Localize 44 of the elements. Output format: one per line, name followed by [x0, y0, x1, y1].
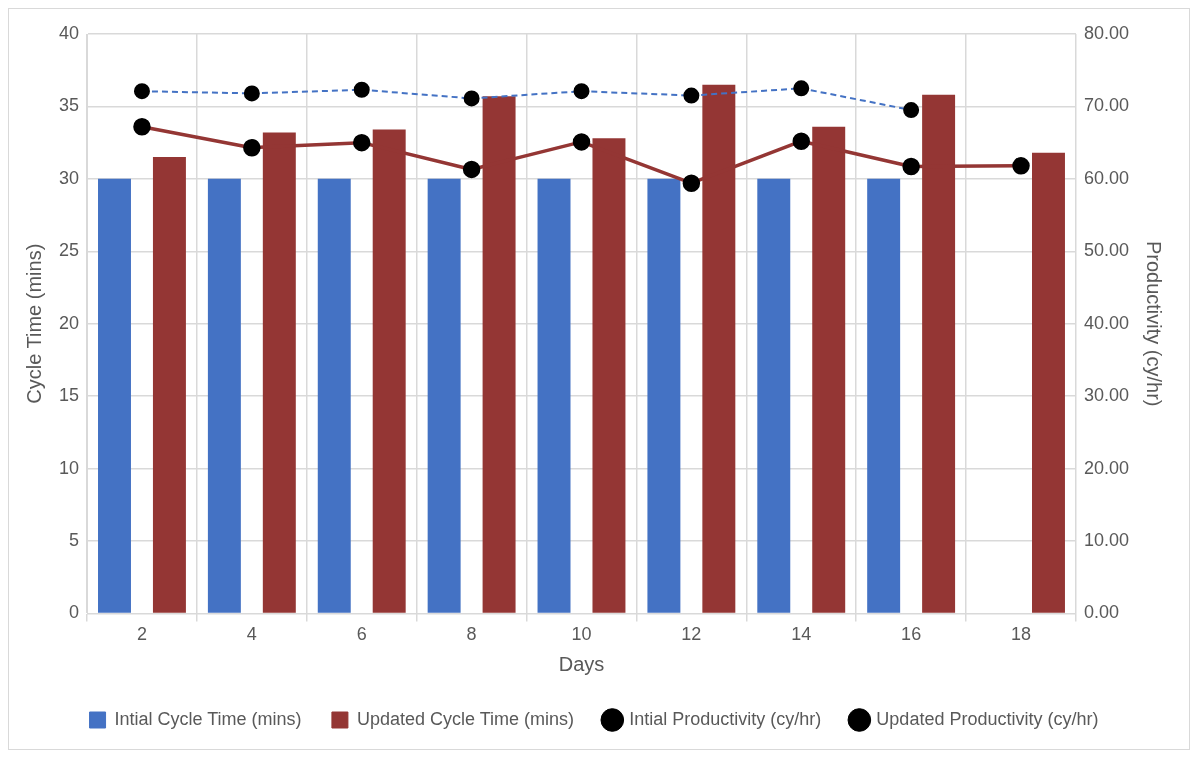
bar	[98, 178, 131, 613]
y-tick-label: 30	[58, 167, 80, 188]
bar	[152, 157, 186, 613]
bar	[867, 178, 901, 613]
x-tick-label: 2	[136, 624, 147, 645]
legend-label: Intial Productivity (cy/hr)	[629, 708, 822, 729]
x-tick-label: 6	[356, 624, 367, 645]
y-tick-label: 25	[58, 240, 80, 261]
y2-axis-title: Productivity (cy/hr)	[1143, 240, 1166, 407]
bar	[427, 178, 461, 613]
x-tick-label: 8	[466, 624, 477, 645]
y-axis-title: Cycle Time (mins)	[22, 243, 45, 404]
bar	[317, 178, 351, 613]
x-tick-label: 14	[791, 624, 812, 645]
bar	[207, 178, 241, 613]
y2-tick-label: 10.00	[1083, 529, 1129, 550]
y2-tick-label: 80.00	[1083, 22, 1129, 43]
y-tick-label: 20	[58, 312, 80, 333]
y2-tick-label: 50.00	[1083, 240, 1129, 261]
y-tick-label: 40	[58, 22, 80, 43]
y-tick-label: 0	[69, 602, 80, 623]
x-tick-label: 12	[681, 624, 702, 645]
x-axis-title: Days	[558, 652, 605, 675]
bar	[537, 178, 571, 613]
y2-tick-label: 70.00	[1083, 95, 1129, 116]
legend-label: Intial Cycle Time (mins)	[114, 708, 302, 729]
x-tick-label: 4	[246, 624, 257, 645]
y2-tick-label: 60.00	[1083, 167, 1129, 188]
y2-tick-label: 40.00	[1083, 312, 1129, 333]
x-tick-label: 18	[1011, 624, 1032, 645]
bar	[1032, 152, 1065, 613]
y-tick-label: 15	[58, 385, 80, 406]
y2-tick-label: 0.00	[1083, 602, 1119, 623]
bar	[647, 178, 681, 613]
y2-tick-label: 30.00	[1083, 385, 1129, 406]
y-tick-label: 35	[58, 95, 80, 116]
y-tick-label: 5	[69, 529, 80, 550]
x-tick-label: 10	[571, 624, 592, 645]
bar	[757, 178, 791, 613]
legend-label: Updated Cycle Time (mins)	[356, 708, 574, 729]
x-tick-label: 16	[901, 624, 922, 645]
y2-tick-label: 20.00	[1083, 457, 1129, 478]
legend-label: Updated Productivity (cy/hr)	[876, 708, 1099, 729]
y-tick-label: 10	[58, 457, 80, 478]
